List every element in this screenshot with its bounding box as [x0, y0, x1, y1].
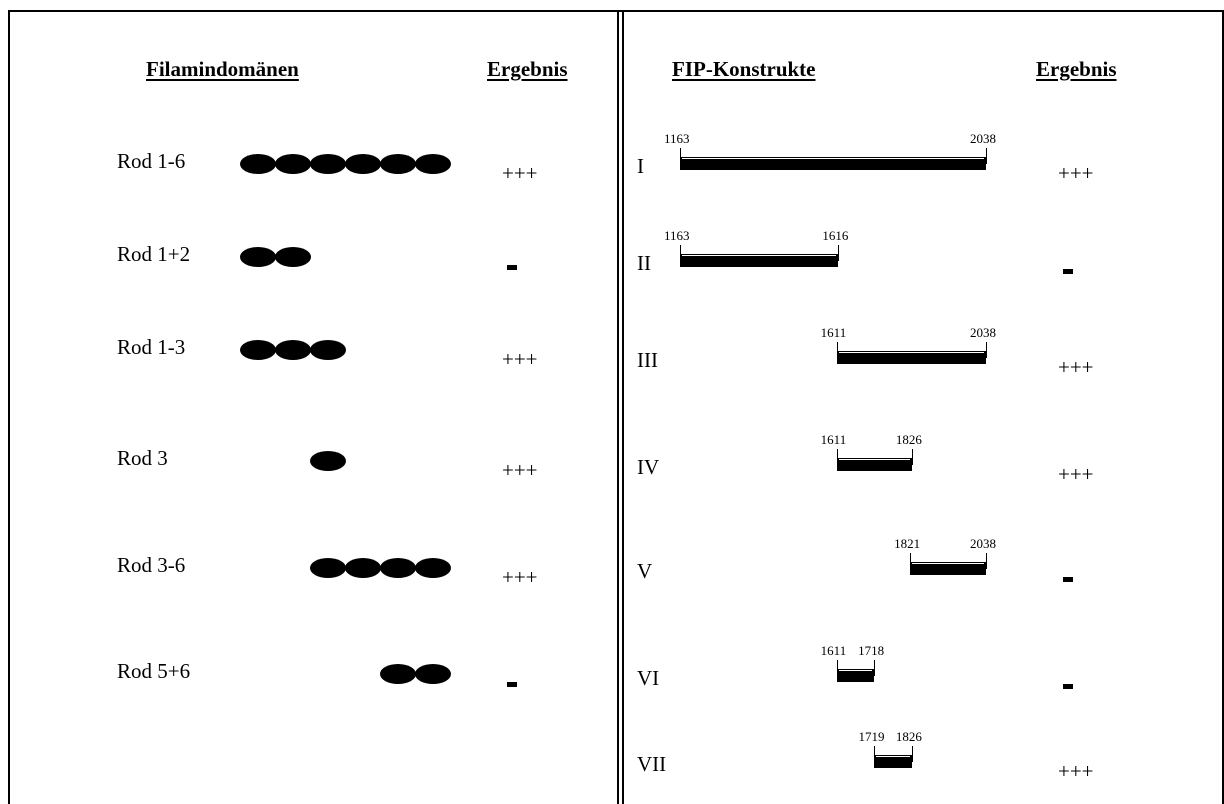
end-residue-label: 1616: [822, 228, 849, 243]
start-residue-label: 1611: [820, 325, 847, 340]
left-result-header: Ergebnis: [487, 57, 568, 81]
construct-bar: [836, 458, 912, 471]
end-residue-label: 1826: [895, 729, 922, 744]
result-minus-mark: [1063, 269, 1073, 274]
fip-constructs-header: FIP-Konstrukte: [672, 57, 816, 81]
rod-domain-oval: [380, 664, 416, 684]
result-value: +++: [502, 565, 538, 589]
rod-domain-oval: [240, 247, 276, 267]
rod-domain-oval: [240, 154, 276, 174]
rod-domain-oval: [240, 340, 276, 360]
start-tick: [910, 553, 912, 569]
end-tick: [986, 342, 987, 358]
result-value: +++: [1058, 355, 1094, 379]
result-minus-mark: [1063, 577, 1073, 582]
filamin-domains-header: Filamindomänen: [146, 57, 299, 81]
end-tick: [986, 148, 987, 164]
rod-label: Rod 5+6: [117, 659, 191, 683]
construct-bar: [910, 562, 986, 575]
rod-domain-oval: [345, 154, 381, 174]
construct-bar: [836, 351, 986, 364]
result-value: +++: [502, 458, 538, 482]
end-tick: [986, 553, 987, 569]
construct-label: II: [637, 251, 651, 275]
construct-bar: [680, 254, 839, 267]
construct-label: VI: [637, 666, 660, 690]
rod-domain-oval: [310, 451, 346, 471]
end-residue-label: 2038: [970, 325, 996, 340]
construct-label: V: [637, 559, 653, 583]
rod-domain-oval: [415, 664, 451, 684]
start-tick: [874, 746, 876, 762]
rod-label: Rod 3-6: [117, 553, 186, 577]
result-value: +++: [1058, 161, 1094, 185]
frame-right-border: [1222, 10, 1224, 804]
start-tick: [836, 660, 838, 676]
frame-left-border: [8, 10, 10, 804]
start-residue-label: 1719: [858, 729, 885, 744]
result-minus-mark: [507, 682, 517, 687]
end-residue-label: 2038: [970, 131, 996, 146]
rod-label: Rod 3: [117, 446, 168, 470]
construct-label: VII: [637, 752, 667, 776]
rod-label: Rod 1-6: [117, 149, 186, 173]
end-residue-label: 2038: [970, 536, 996, 551]
panel-divider-line: [617, 10, 619, 804]
rod-label: Rod 1+2: [117, 242, 191, 266]
rod-domain-oval: [275, 154, 311, 174]
rod-domain-oval: [415, 154, 451, 174]
construct-bar: [680, 157, 986, 170]
right-result-header: Ergebnis: [1036, 57, 1117, 81]
start-residue-label: 1163: [664, 131, 690, 146]
construct-bar: [836, 669, 875, 682]
rod-domain-oval: [275, 247, 311, 267]
frame-top-border: [8, 10, 1224, 12]
result-minus-mark: [1063, 684, 1073, 689]
construct-label: I: [637, 154, 644, 178]
start-residue-label: 1611: [820, 643, 847, 658]
end-tick: [911, 746, 913, 762]
end-tick: [874, 660, 876, 676]
start-residue-label: 1821: [894, 536, 921, 551]
end-tick: [911, 449, 913, 465]
result-minus-mark: [507, 265, 517, 270]
rod-domain-oval: [310, 340, 346, 360]
start-residue-label: 1163: [664, 228, 690, 243]
rod-domain-oval: [310, 558, 346, 578]
end-residue-label: 1826: [895, 432, 922, 447]
result-value: +++: [1058, 759, 1094, 783]
construct-bar: [874, 755, 912, 768]
start-tick: [836, 342, 838, 358]
rod-domain-oval: [380, 154, 416, 174]
construct-label: IV: [637, 455, 660, 479]
rod-domain-oval: [275, 340, 311, 360]
result-value: +++: [502, 347, 538, 371]
end-tick: [838, 245, 840, 261]
panel-divider-line: [622, 10, 624, 804]
rod-domain-oval: [310, 154, 346, 174]
end-residue-label: 1718: [858, 643, 885, 658]
rod-domain-oval: [380, 558, 416, 578]
start-tick: [836, 449, 838, 465]
start-tick: [680, 148, 681, 164]
rod-label: Rod 1-3: [117, 335, 186, 359]
start-tick: [680, 245, 681, 261]
result-value: +++: [1058, 462, 1094, 486]
rod-domain-oval: [415, 558, 451, 578]
rod-domain-oval: [345, 558, 381, 578]
construct-label: III: [637, 348, 658, 372]
start-residue-label: 1611: [820, 432, 847, 447]
result-value: +++: [502, 161, 538, 185]
